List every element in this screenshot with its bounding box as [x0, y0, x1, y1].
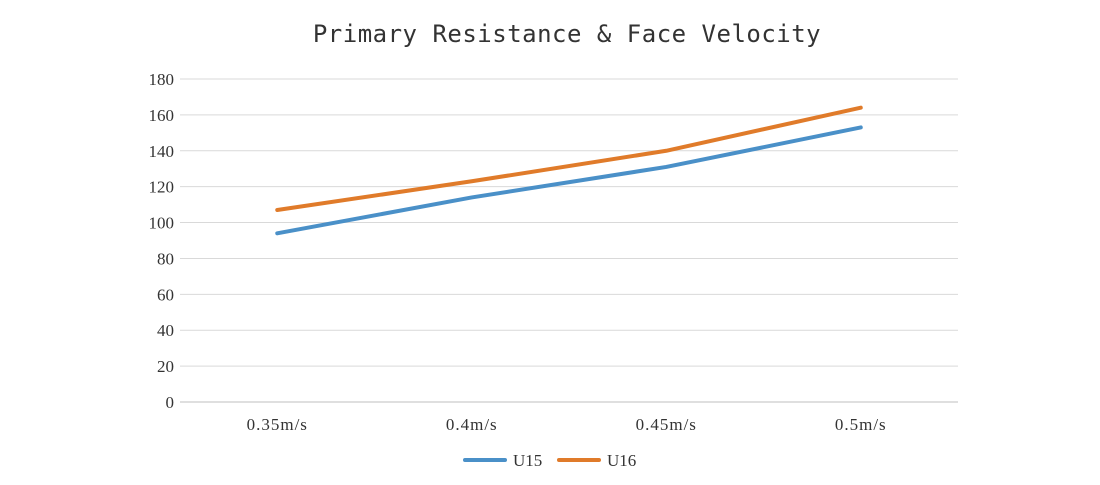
y-tick-label: 100: [149, 214, 175, 233]
x-tick-label: 0.35m/s: [247, 415, 308, 434]
y-tick-label: 140: [149, 142, 175, 161]
y-tick-label: 80: [157, 249, 174, 268]
legend-label-u16: U16: [607, 451, 636, 470]
x-tick-label: 0.45m/s: [636, 415, 697, 434]
chart-title: Primary Resistance & Face Velocity: [313, 20, 821, 48]
legend-label-u15: U15: [513, 451, 542, 470]
x-axis-tick-labels: 0.35m/s 0.4m/s 0.45m/s 0.5m/s: [247, 415, 887, 434]
y-axis-tick-labels: 0 20 40 60 80 100 120 140 160 180: [149, 70, 175, 412]
x-tick-label: 0.4m/s: [446, 415, 498, 434]
series-line-u15: [275, 125, 863, 236]
y-tick-label: 160: [149, 106, 175, 125]
y-tick-label: 20: [157, 357, 174, 376]
gridlines: [180, 78, 958, 403]
y-tick-label: 180: [149, 70, 175, 89]
y-tick-label: 40: [157, 321, 174, 340]
series-line-u16: [275, 105, 863, 212]
y-tick-label: 60: [157, 285, 174, 304]
x-tick-label: 0.5m/s: [835, 415, 887, 434]
y-tick-label: 0: [166, 393, 175, 412]
series-lines: [275, 105, 863, 236]
y-tick-label: 120: [149, 178, 175, 197]
legend: U15 U16: [463, 451, 636, 470]
